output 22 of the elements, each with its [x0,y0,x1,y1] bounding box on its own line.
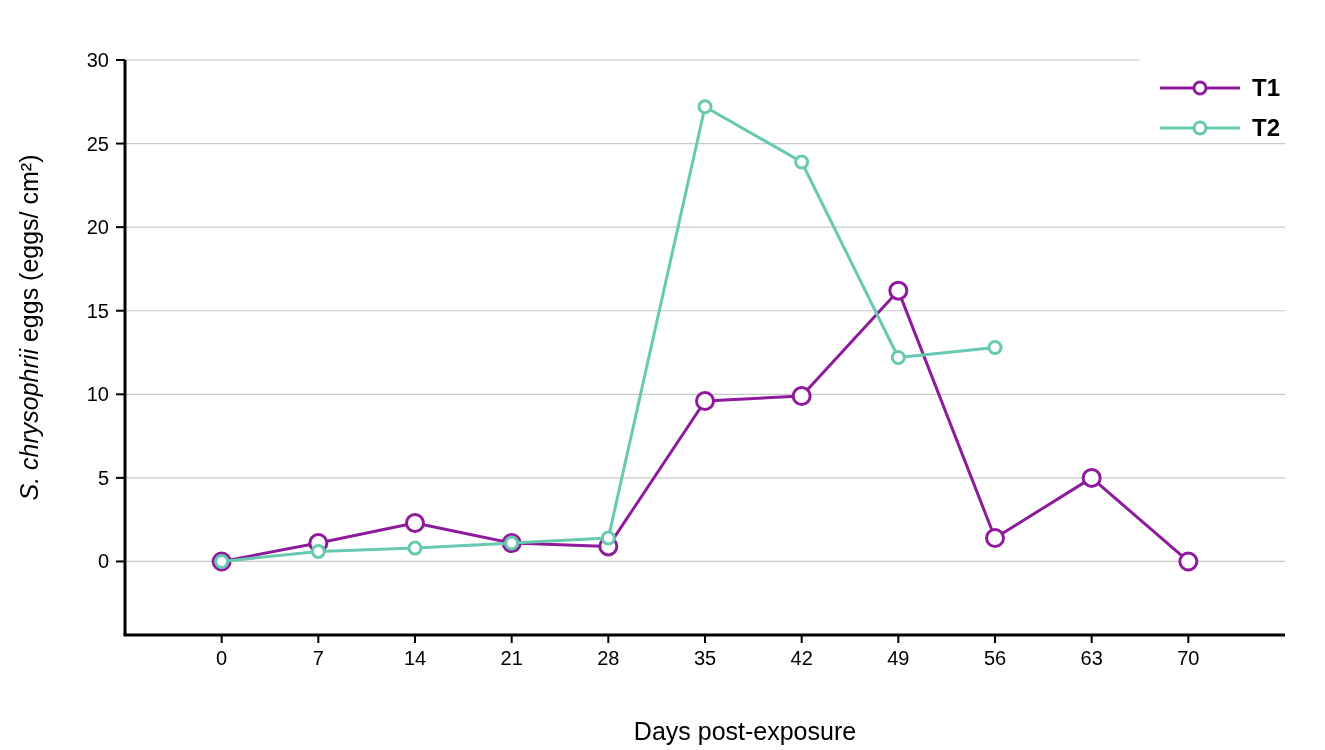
x-axis-title: Days post-exposure [633,717,857,745]
x-tick-label: 0 [216,647,228,669]
y-tick-label: 0 [97,550,109,573]
x-tick-label: 63 [1080,647,1103,669]
y-tick-label: 20 [86,216,109,239]
x-tick-label: 35 [693,647,717,669]
y-tick-label: 5 [97,466,109,489]
x-tick-label: 42 [790,647,813,669]
x-tick-label: 14 [403,647,427,669]
x-tick-label: 49 [887,647,910,669]
x-tick-label: 21 [500,647,523,669]
y-axis-title: S. chrysophrii eggs (eggs/ cm²) [15,154,43,501]
y-tick-label: 30 [86,49,109,71]
y-tick-label: 15 [86,299,109,322]
y-tick-label: 10 [86,383,109,406]
legend-label: T2 [1252,114,1281,142]
legend-label: T1 [1252,74,1281,102]
x-tick-label: 70 [1177,647,1200,669]
y-tick-label: 25 [86,132,109,155]
x-tick-label: 7 [312,647,324,669]
x-tick-label: 56 [983,647,1007,669]
x-tick-label: 28 [597,647,620,669]
